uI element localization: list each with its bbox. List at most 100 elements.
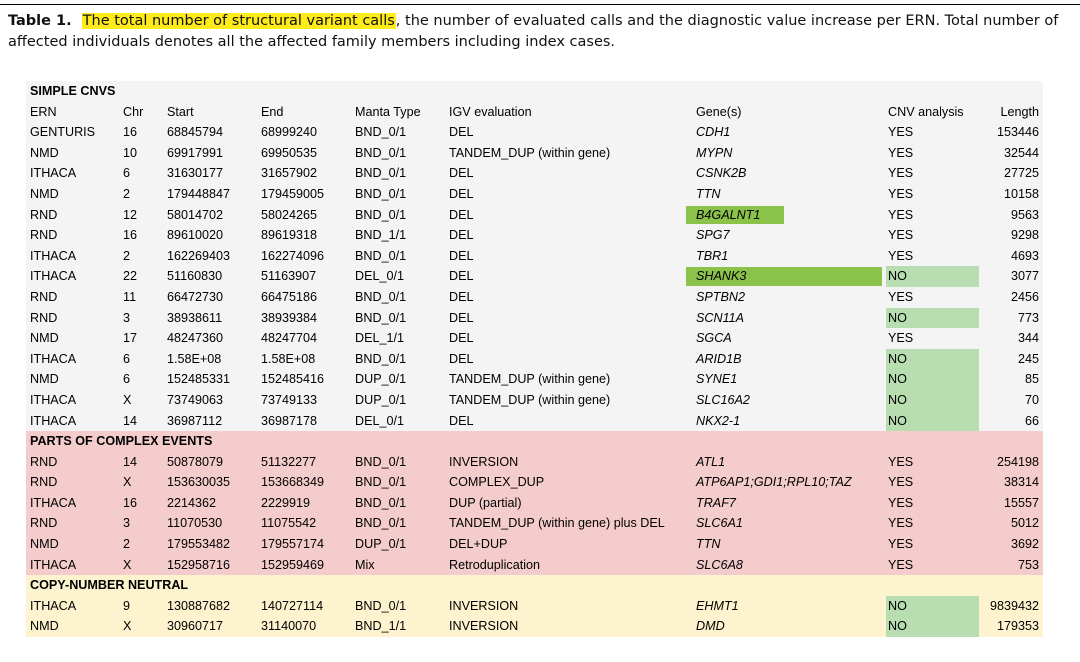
gene-cell: ATP6AP1;GDI1;RPL10;TAZ bbox=[696, 475, 852, 490]
table-row: NMD 2 179553482 179557174 DUP_0/1 DEL+DUP TTN Y… bbox=[26, 534, 1043, 555]
end-cell: 51132277 bbox=[261, 454, 317, 469]
chr-cell: 16 bbox=[123, 125, 138, 140]
cnv-highlight bbox=[886, 307, 979, 329]
igv-evaluation-cell: DEL bbox=[449, 186, 474, 201]
table-row: GENTURIS 16 68845794 68999240 BND_0/1 DEL CDH1… bbox=[26, 122, 1043, 143]
length-cell: 753 bbox=[1017, 557, 1039, 572]
cnv-analysis-cell: NO bbox=[888, 598, 907, 613]
chr-cell: 6 bbox=[123, 351, 131, 366]
length-cell: 254198 bbox=[996, 454, 1039, 469]
ern-cell: ITHACA bbox=[30, 351, 77, 366]
cnv-analysis-cell: YES bbox=[888, 454, 914, 469]
igv-evaluation-cell: DEL bbox=[449, 166, 474, 181]
gene-cell: SPTBN2 bbox=[696, 289, 745, 304]
cnv-analysis-cell: NO bbox=[888, 372, 907, 387]
table-row: NMD 17 48247360 48247704 DEL_1/1 DEL SGCA YES 34… bbox=[26, 328, 1043, 349]
igv-evaluation-cell: DEL bbox=[449, 310, 474, 325]
igv-evaluation-cell: DEL bbox=[449, 228, 474, 243]
end-cell: 38939384 bbox=[261, 310, 318, 325]
end-cell: 36987178 bbox=[261, 413, 318, 428]
gene-cell: SGCA bbox=[696, 331, 732, 346]
cnv-analysis-cell: YES bbox=[888, 331, 914, 346]
ern-cell: ITHACA bbox=[30, 557, 77, 572]
manta-type-cell: BND_1/1 bbox=[355, 228, 407, 243]
end-cell: 179557174 bbox=[261, 537, 325, 552]
end-cell: 58024265 bbox=[261, 207, 318, 222]
ern-cell: ERN bbox=[30, 104, 57, 119]
chr-cell: 16 bbox=[123, 228, 138, 243]
cnv-analysis-cell: YES bbox=[888, 495, 914, 510]
end-cell: 31140070 bbox=[261, 619, 317, 634]
gene-cell: SPG7 bbox=[696, 228, 730, 243]
manta-type-cell: DEL_1/1 bbox=[355, 331, 405, 346]
manta-type-cell: BND_1/1 bbox=[355, 619, 407, 634]
igv-evaluation-cell: TANDEM_DUP (within gene) bbox=[449, 372, 611, 387]
end-cell: 162274096 bbox=[261, 248, 325, 263]
end-cell: 73749133 bbox=[261, 392, 318, 407]
end-cell: 153668349 bbox=[261, 475, 325, 490]
igv-evaluation-cell: DEL bbox=[449, 269, 474, 284]
ern-cell: NMD bbox=[30, 186, 59, 201]
chr-cell: 9 bbox=[123, 598, 131, 613]
end-cell: 69950535 bbox=[261, 145, 318, 160]
caption-text: , the number of evaluated calls and the … bbox=[8, 13, 1059, 50]
gene-cell: SHANK3 bbox=[696, 269, 747, 284]
table-row: RND 3 11070530 11075542 BND_0/1 TANDEM_DUP (w… bbox=[26, 513, 1043, 535]
gene-cell: CSNK2B bbox=[696, 166, 747, 181]
length-cell: 245 bbox=[1017, 351, 1039, 366]
chr-cell: 17 bbox=[123, 331, 138, 346]
cnv-highlight bbox=[886, 266, 979, 287]
igv-evaluation-cell: TANDEM_DUP (within gene) bbox=[449, 145, 611, 160]
cnv-analysis-cell: NO bbox=[888, 351, 907, 366]
igv-evaluation-cell: DEL bbox=[449, 248, 474, 263]
start-cell: 68845794 bbox=[167, 125, 224, 140]
cnv-analysis-cell: YES bbox=[888, 166, 914, 181]
gene-cell: EHMT1 bbox=[696, 598, 739, 613]
cnv-analysis-cell: YES bbox=[888, 125, 914, 140]
igv-evaluation-cell: DEL bbox=[449, 351, 474, 366]
gene-cell: NKX2-1 bbox=[696, 413, 741, 428]
igv-evaluation-cell: DUP (partial) bbox=[449, 495, 522, 510]
manta-type-cell: BND_0/1 bbox=[355, 516, 407, 531]
length-cell: 3077 bbox=[1010, 269, 1039, 284]
table-row: ITHACA 2 162269403 162274096 BND_0/1 DEL TBR1 Y… bbox=[26, 245, 1043, 267]
start-cell: 152485331 bbox=[167, 372, 231, 387]
cnv-highlight bbox=[886, 348, 979, 370]
manta-type-cell: Mix bbox=[355, 557, 375, 572]
ern-cell: RND bbox=[30, 289, 58, 304]
end-cell: 89619318 bbox=[261, 228, 318, 243]
igv-evaluation-cell: Retroduplication bbox=[449, 557, 541, 572]
table-row: NMD 10 69917991 69950535 BND_0/1 TANDEM_DUP (… bbox=[26, 142, 1043, 164]
section-title-row: SIMPLE CNVS bbox=[26, 81, 1043, 102]
igv-evaluation-cell: IGV evaluation bbox=[449, 104, 532, 119]
end-cell: 179459005 bbox=[261, 186, 325, 201]
chr-cell: X bbox=[123, 619, 132, 634]
cnv-analysis-cell: NO bbox=[888, 413, 907, 428]
cnv-analysis-cell: YES bbox=[888, 248, 914, 263]
variant-table: SIMPLE CNVS ERN Chr Start End Manta Type IGV e… bbox=[26, 81, 1043, 638]
ern-cell: RND bbox=[30, 207, 58, 222]
gene-cell: ARID1B bbox=[696, 351, 742, 366]
length-cell: 38314 bbox=[1003, 475, 1039, 490]
start-cell: 31630177 bbox=[167, 166, 224, 181]
gene-cell: ATL1 bbox=[696, 454, 726, 469]
end-cell: 51163907 bbox=[261, 269, 317, 284]
length-cell: 15557 bbox=[1003, 495, 1039, 510]
chr-cell: 12 bbox=[123, 207, 138, 222]
top-rule bbox=[0, 4, 1080, 5]
cnv-analysis-cell: NO bbox=[888, 619, 907, 634]
start-cell: 58014702 bbox=[167, 207, 224, 222]
cnv-analysis-cell: YES bbox=[888, 145, 914, 160]
gene-cell: SLC6A8 bbox=[696, 557, 743, 572]
ern-cell: RND bbox=[30, 454, 58, 469]
cnv-highlight bbox=[886, 389, 979, 411]
gene-cell: B4GALNT1 bbox=[696, 207, 761, 222]
table-row: ITHACA 9 130887682 140727114 BND_0/1 INVERSIO… bbox=[26, 595, 1043, 617]
end-cell: 48247704 bbox=[261, 331, 318, 346]
start-cell: 1.58E+08 bbox=[167, 351, 222, 366]
end-cell: 2229919 bbox=[261, 495, 311, 510]
gene-cell: SCN11A bbox=[696, 310, 745, 325]
header-row: ERN Chr Start End Manta Type IGV evaluation Ge… bbox=[26, 101, 1043, 123]
cnv-analysis-cell: YES bbox=[888, 516, 914, 531]
cnv-analysis-cell: CNV analysis bbox=[888, 104, 964, 119]
